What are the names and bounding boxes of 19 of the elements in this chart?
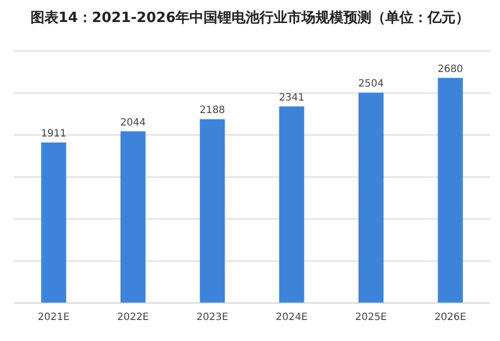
- bar: [120, 131, 146, 303]
- data-label: 2504: [358, 78, 384, 90]
- x-tick-label: 2023E: [196, 312, 228, 323]
- bar: [438, 78, 463, 303]
- bar: [41, 142, 66, 303]
- data-label: 2680: [438, 64, 464, 75]
- x-tick-label: 2025E: [355, 312, 387, 323]
- data-label: 2044: [120, 117, 146, 128]
- data-label: 2341: [278, 92, 304, 104]
- x-tick-label: 2024E: [276, 312, 308, 323]
- bar: [279, 106, 304, 303]
- x-tick-label: 2026E: [434, 312, 466, 323]
- x-tick-label: 2021E: [38, 312, 70, 323]
- bar: [358, 92, 384, 303]
- chart-title: 图表14：2021-2026年中国锂电池行业市场规模预测（单位：亿元）: [30, 9, 470, 26]
- bar: [200, 119, 225, 303]
- data-label: 1911: [40, 128, 66, 140]
- data-label: 2188: [200, 105, 226, 116]
- x-tick-label: 2022E: [117, 312, 149, 323]
